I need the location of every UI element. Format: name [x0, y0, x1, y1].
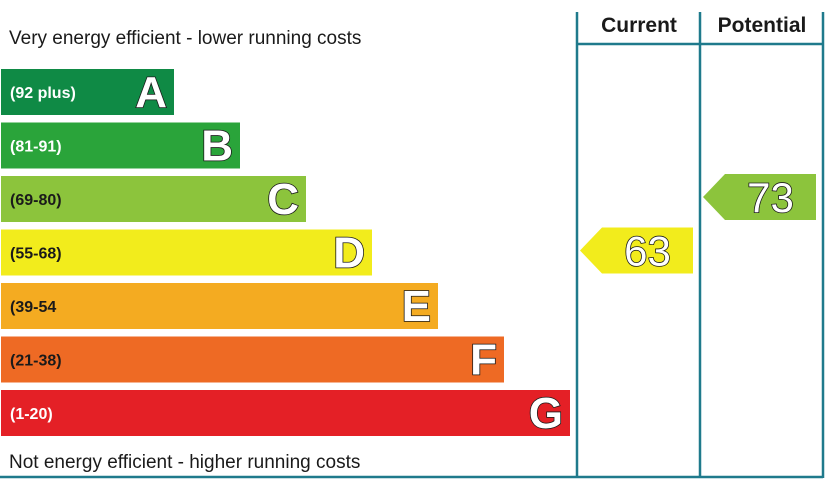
- potential-rating-value: 73: [747, 174, 794, 221]
- band-range-label: (21-38): [10, 353, 62, 370]
- band-d: [1, 229, 372, 276]
- current-rating-value: 63: [624, 228, 671, 275]
- band-range-label: (92 plus): [10, 85, 76, 102]
- current-column-header: Current: [601, 14, 677, 37]
- band-g: [1, 390, 570, 436]
- band-a: [1, 69, 174, 115]
- band-b: [1, 122, 240, 169]
- rating-bands: (92 plus) A (81-91) B (69-80) C (55-68) D (39-54…: [1, 67, 570, 439]
- table-frame: [0, 12, 825, 479]
- band-range-label: (1-20): [10, 406, 53, 423]
- band-letter: E: [402, 282, 431, 331]
- potential-column-header: Potential: [717, 14, 807, 37]
- band-range-label: (39-54: [10, 299, 56, 316]
- band-f: [1, 336, 504, 383]
- band-letter: F: [470, 336, 497, 385]
- top-caption: Very energy efficient - lower running co…: [9, 28, 362, 49]
- band-e: [1, 283, 438, 329]
- band-letter: B: [201, 122, 233, 171]
- band-letter: D: [333, 229, 365, 278]
- band-range-label: (69-80): [10, 192, 62, 209]
- band-letter: G: [529, 389, 563, 438]
- band-range-label: (55-68): [10, 246, 62, 263]
- current-rating-arrow: [580, 227, 693, 274]
- rating-arrows: 63 73: [580, 173, 816, 275]
- band-range-label: (81-91): [10, 139, 62, 156]
- potential-rating-arrow: [703, 174, 816, 220]
- band-letter: A: [135, 68, 167, 117]
- band-letter: C: [267, 175, 299, 224]
- band-c: [1, 176, 306, 222]
- bottom-caption: Not energy efficient - higher running co…: [9, 452, 361, 473]
